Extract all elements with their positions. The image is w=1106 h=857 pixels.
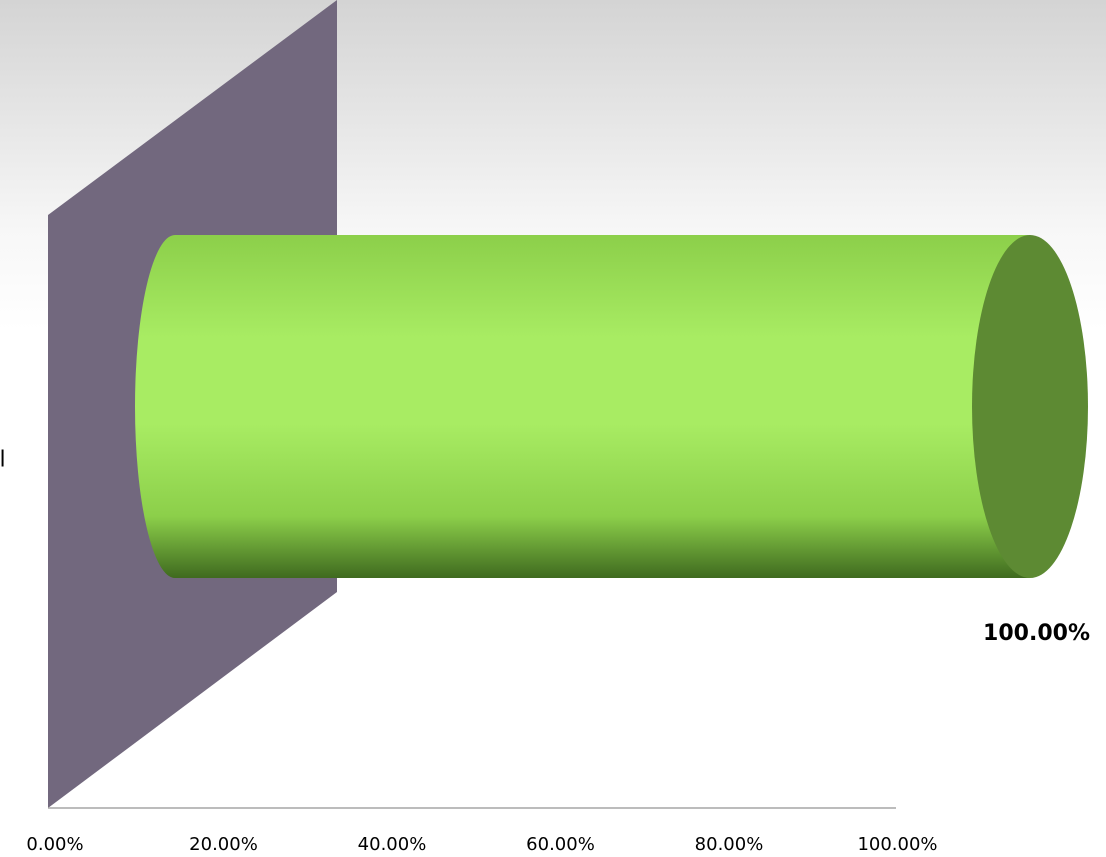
bar-cylinder-body: [135, 235, 1030, 578]
category-label: al: [0, 448, 6, 473]
x-tick-label: 20.00%: [189, 834, 258, 855]
x-tick-label: 40.00%: [358, 834, 427, 855]
x-tick-label: 0.00%: [26, 834, 83, 855]
x-tick-label: 100.00%: [857, 834, 937, 855]
x-tick-label: 80.00%: [695, 834, 764, 855]
bar-cylinder-cap: [972, 235, 1088, 578]
data-label: 100.00%: [983, 621, 1090, 646]
x-tick-label: 60.00%: [526, 834, 595, 855]
